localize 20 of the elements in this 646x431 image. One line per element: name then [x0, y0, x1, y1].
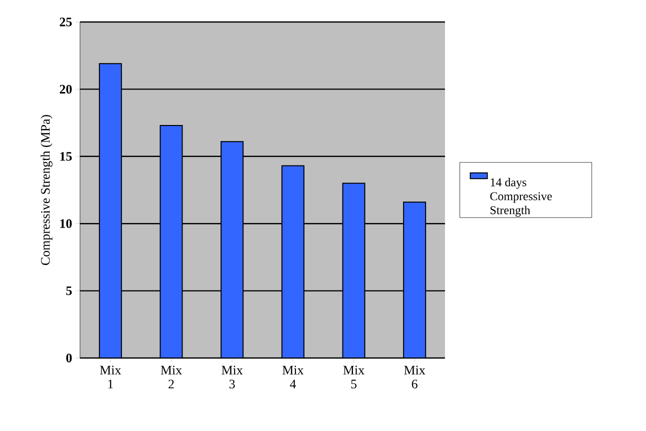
bar — [98, 63, 122, 358]
bar — [403, 202, 426, 358]
x-tick-label: Mix 1 — [100, 366, 122, 388]
x-tick-label: Mix 4 — [282, 366, 304, 388]
y-tick-label: 5 — [66, 286, 72, 296]
bar — [220, 141, 244, 358]
x-tick-label: Mix 3 — [222, 366, 243, 388]
y-axis-title: Compressive Strength (MPa) — [40, 115, 52, 266]
y-tick-label: 10 — [60, 219, 72, 228]
bar — [342, 182, 366, 358]
y-tick-label: 25 — [60, 18, 72, 26]
legend-label: 14 days Compressive Strength — [490, 178, 552, 217]
bar — [281, 165, 304, 358]
y-tick-label: 20 — [60, 84, 72, 94]
y-tick-label: 15 — [60, 152, 72, 161]
x-tick-label: Mix 5 — [343, 366, 364, 388]
y-tick-label: 0 — [66, 354, 72, 362]
bar — [160, 124, 183, 358]
x-tick-label: Mix 2 — [160, 366, 182, 388]
x-tick-label: Mix 6 — [404, 366, 426, 388]
